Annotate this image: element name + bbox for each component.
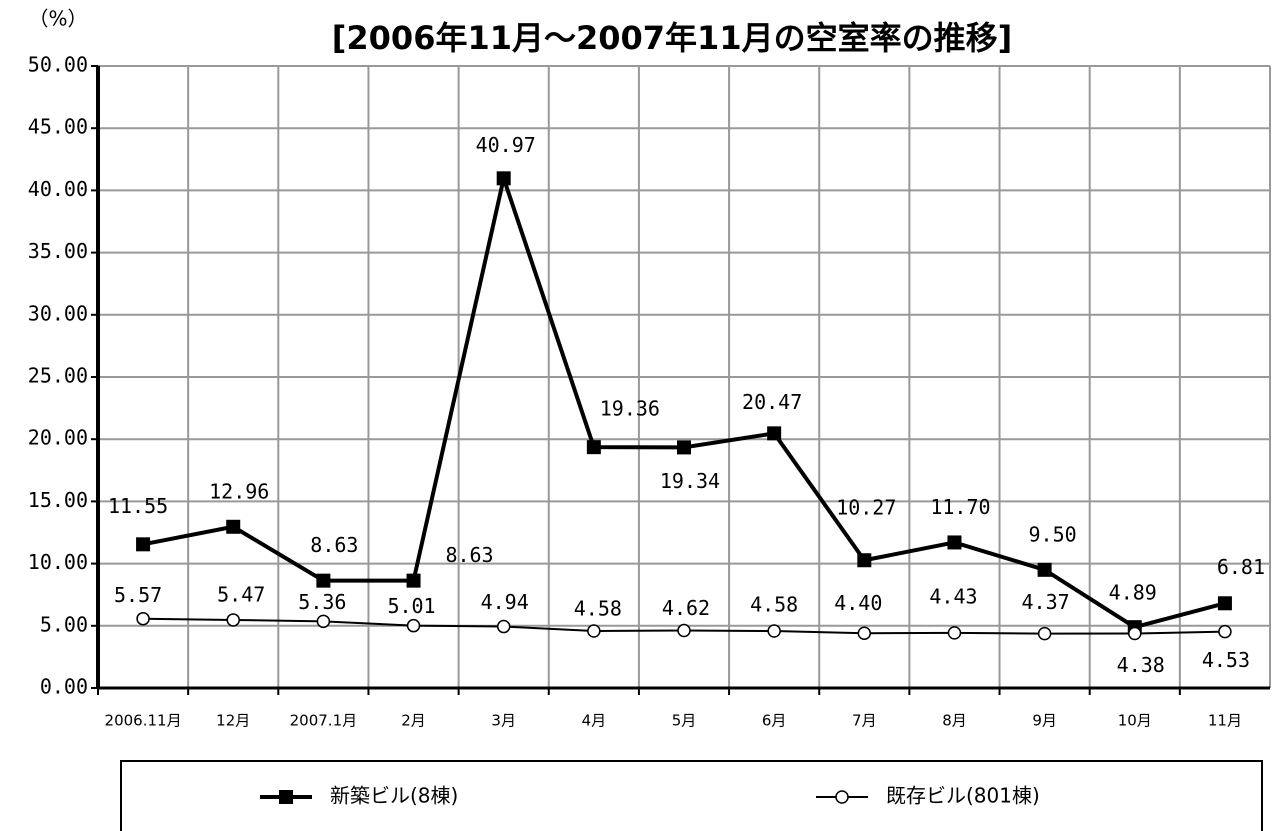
marker [857,553,872,568]
y-tick-label: 45.00 [28,115,88,139]
y-axis-label: （%） [28,7,87,31]
data-label: 5.36 [298,590,346,614]
legend-marker [279,790,293,804]
series-line [142,170,1226,630]
marker [406,573,421,588]
marker [1218,624,1232,639]
y-tick-label: 40.00 [28,177,88,201]
x-tick-label: 5月 [672,712,697,730]
marker [1037,626,1052,641]
y-tick-label: 25.00 [28,364,88,388]
marker [857,626,872,641]
marker [136,537,151,552]
data-label: 40.97 [476,133,536,157]
chart-title: [2006年11月～2007年11月の空室率の推移] [332,19,1012,57]
legend-marker [835,790,849,804]
x-tick-label: 2月 [401,712,426,730]
data-label: 4.38 [1117,653,1165,677]
y-tick-label: 10.00 [28,550,88,574]
y-tick-label: 15.00 [28,488,88,512]
data-label: 8.63 [310,533,358,557]
data-label: 8.63 [445,543,493,567]
marker [316,614,331,629]
marker [767,624,781,638]
marker [1128,626,1142,641]
marker [406,618,421,633]
data-label: 6.81 [1217,555,1265,579]
data-label: 4.40 [834,591,882,615]
y-tick-label: 20.00 [28,426,88,450]
marker [316,573,331,588]
data-label: 19.34 [660,469,720,493]
data-label: 12.96 [209,479,269,503]
marker [1037,562,1052,577]
y-tick-label: 35.00 [28,239,88,263]
x-tick-label: 2006.11月 [105,712,182,730]
marker [587,624,601,638]
data-label: 9.50 [1029,522,1077,546]
data-label: 5.01 [387,594,435,618]
legend-label: 新築ビル(8棟) [330,784,458,808]
x-tick-label: 6月 [762,712,787,730]
x-tick-label: 2007.1月 [290,712,358,730]
marker [226,613,240,627]
marker [1217,596,1232,611]
data-label: 11.55 [108,494,168,518]
marker [947,626,962,640]
data-label: 19.36 [600,397,660,421]
marker [767,426,782,441]
marker [947,535,962,550]
data-label: 4.94 [481,590,529,614]
x-tick-label: 11月 [1208,712,1242,730]
y-tick-label: 30.00 [28,301,88,325]
marker [496,619,511,634]
x-tick-label: 8月 [942,712,967,730]
x-tick-label: 4月 [582,712,607,730]
y-tick-label: 0.00 [40,675,88,699]
data-label: 4.89 [1109,581,1157,605]
x-tick-label: 9月 [1032,712,1057,730]
data-label: 5.47 [217,582,265,606]
marker [226,519,241,534]
marker [136,611,150,626]
legend-box [120,760,1263,831]
data-label: 4.58 [574,597,622,621]
marker [496,171,511,186]
data-label: 10.27 [836,496,896,520]
x-tick-label: 12月 [216,712,250,730]
y-tick-label: 50.00 [28,53,88,77]
x-tick-label: 7月 [852,712,877,730]
data-label: 20.47 [742,390,802,414]
y-tick-label: 5.00 [40,612,88,636]
data-label: 4.43 [929,584,977,608]
data-label: 4.62 [662,596,710,620]
data-label: 4.37 [1022,590,1070,614]
legend-label: 既存ビル(801棟) [886,784,1040,808]
data-label: 4.58 [750,593,798,617]
data-label: 11.70 [930,495,990,519]
marker [586,440,601,455]
x-tick-label: 3月 [491,712,516,730]
x-tick-label: 10月 [1118,712,1152,730]
marker [677,440,691,455]
marker [677,623,691,638]
data-label: 5.57 [114,583,162,607]
data-label: 4.53 [1202,648,1250,672]
